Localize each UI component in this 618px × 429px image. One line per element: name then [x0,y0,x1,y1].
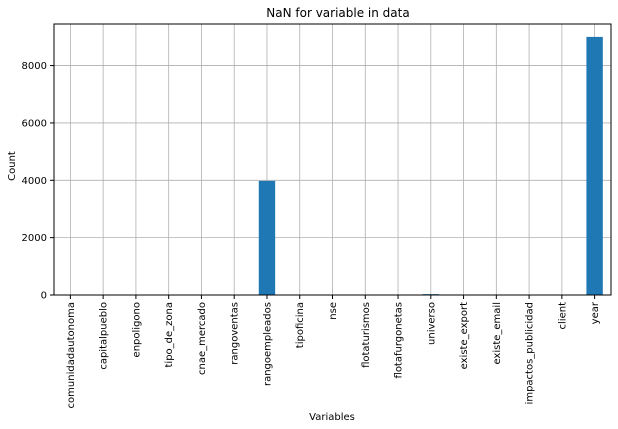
bar-rangoempleados [258,180,276,295]
x-tick-label: client [557,302,568,330]
x-tick-label: universo [426,302,437,345]
x-tick-label: flotafurgonetas [394,302,405,378]
x-tick-label: impactos_publicidad [525,302,536,404]
x-tick-label: enpoligono [131,302,142,357]
x-tick-label: tipoficina [295,302,306,348]
x-tick-label: flotaturismos [361,302,372,368]
x-axis: comunidadautonoma capitalpueblo enpoligono… [66,295,601,408]
y-tick-label: 2000 [22,233,47,244]
x-tick-label: existe_email [492,302,503,365]
x-tick-label: nse [328,302,339,320]
y-tick-label: 0 [41,291,47,302]
y-tick-label: 6000 [22,118,47,129]
y-axis-title: Count [7,151,18,181]
x-tick-label: year [590,301,601,324]
x-tick-label: existe_export [459,302,470,369]
y-axis: 0 2000 4000 6000 8000 [22,61,54,302]
y-tick-label: 4000 [22,176,47,187]
bar-year [586,36,603,296]
x-tick-label: comunidadautonoma [66,302,77,408]
y-tick-label: 8000 [22,61,47,72]
x-tick-label: rangoventas [230,302,241,365]
x-axis-title: Variables [309,412,355,423]
x-tick-label: cnae_mercado [197,302,208,375]
chart-title: NaN for variable in data [266,6,409,20]
grid-lines [54,24,611,296]
x-tick-label: rangoempleados [262,302,273,386]
x-tick-label: tipo_de_zona [164,302,175,368]
bars [258,36,603,296]
x-tick-label: capitalpueblo [99,302,110,370]
